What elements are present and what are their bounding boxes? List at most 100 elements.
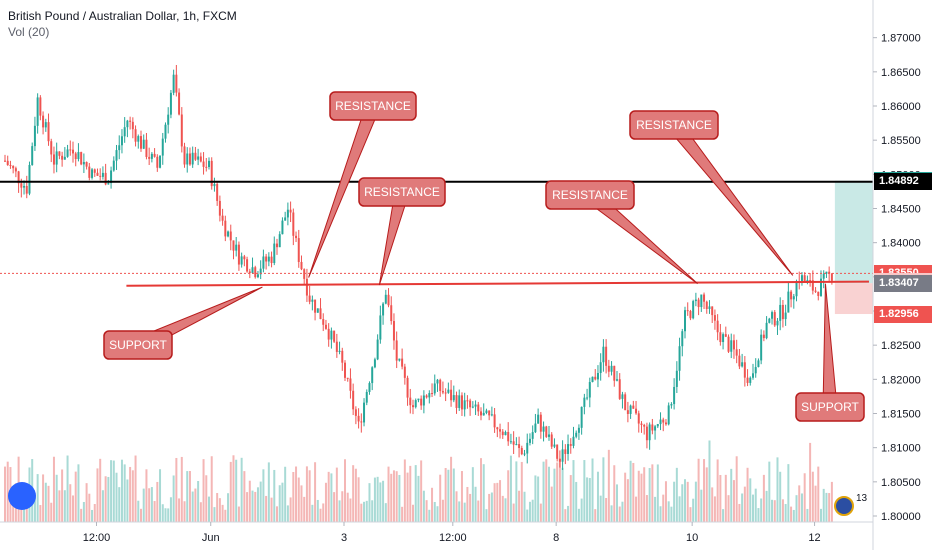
volume-bar xyxy=(373,477,376,522)
volume-bar xyxy=(341,491,344,522)
volume-bar xyxy=(417,475,420,522)
volume-bar xyxy=(262,469,265,522)
candle-body xyxy=(790,291,793,300)
candle-body xyxy=(675,370,678,387)
candle-body xyxy=(327,328,330,340)
candle-body xyxy=(297,238,300,262)
volume-bar xyxy=(110,460,113,522)
volume-bar xyxy=(91,509,94,522)
volume-bar xyxy=(314,462,317,522)
annotation-pointer xyxy=(667,119,794,276)
candle-body xyxy=(93,169,96,173)
volume-bar xyxy=(610,505,613,522)
volume-bar xyxy=(363,501,366,522)
candle-body xyxy=(629,405,632,414)
annotation-callout[interactable]: SUPPORT xyxy=(103,286,263,360)
volume-bar xyxy=(490,492,493,522)
volume-bar xyxy=(284,466,287,522)
volume-bar xyxy=(735,456,738,522)
candle-body xyxy=(809,280,812,282)
volume-bar xyxy=(651,464,654,522)
candle-body xyxy=(52,154,55,165)
candle-body xyxy=(422,395,425,406)
candle-body xyxy=(289,209,292,213)
annotation-label: RESISTANCE xyxy=(636,118,712,132)
candle-body xyxy=(455,395,458,408)
volume-bar xyxy=(431,487,434,522)
symbol-title[interactable]: British Pound / Australian Dollar, 1h, F… xyxy=(8,9,237,23)
candle-body xyxy=(738,355,741,367)
candle-body xyxy=(762,334,765,339)
annotation-callout[interactable]: RESISTANCE xyxy=(629,110,794,276)
annotation-label: RESISTANCE xyxy=(364,185,440,199)
candle-body xyxy=(403,366,406,378)
volume-bar xyxy=(382,480,385,522)
volume-bar xyxy=(240,457,243,522)
candle-body xyxy=(705,301,708,309)
candle-body xyxy=(254,267,257,278)
candle-body xyxy=(77,152,80,160)
candle-body xyxy=(371,367,374,384)
candle-body xyxy=(265,256,268,262)
volume-bar xyxy=(205,475,208,522)
volume-bar xyxy=(607,449,610,522)
trend-line[interactable] xyxy=(126,280,869,287)
volume-bar xyxy=(534,475,537,522)
annotation-callouts[interactable]: RESISTANCE RESISTANCE RESISTANCE RESISTANCE… xyxy=(103,91,865,422)
time-axis[interactable]: 12:00 Jun 3 12:00 8 10 12 xyxy=(0,521,873,544)
candle-body xyxy=(428,393,431,398)
volume-bar xyxy=(142,488,145,522)
candle-body xyxy=(286,209,289,218)
candle-body xyxy=(583,397,586,407)
candle-body xyxy=(142,139,145,149)
volume-bar xyxy=(137,500,140,522)
flag-badge-icon[interactable] xyxy=(834,496,854,516)
candle-body xyxy=(341,350,344,363)
volume-bar xyxy=(746,467,749,522)
volume-bar xyxy=(795,495,798,522)
candle-body xyxy=(800,275,803,283)
candle-body xyxy=(463,400,466,410)
candle-body xyxy=(637,413,640,424)
candle-body xyxy=(107,183,110,185)
annotation-callout[interactable]: RESISTANCE xyxy=(308,91,417,278)
annotation-callout[interactable]: SUPPORT xyxy=(795,283,865,422)
volume-bar xyxy=(330,473,333,522)
candle-body xyxy=(545,426,548,437)
volume-bar xyxy=(61,469,64,522)
volume-bar xyxy=(749,478,752,522)
volume-bar xyxy=(376,476,379,522)
candle-body xyxy=(267,256,270,262)
volume-bar xyxy=(357,477,360,522)
candle-body xyxy=(515,444,518,446)
volume-bar xyxy=(616,484,618,522)
candle-body xyxy=(259,268,262,275)
stop-zone[interactable] xyxy=(834,283,873,315)
annotation-callout[interactable]: RESISTANCE xyxy=(358,177,446,286)
candle-body xyxy=(694,299,697,302)
candle-body xyxy=(575,432,578,437)
volume-bar xyxy=(433,501,436,522)
volume-bar xyxy=(820,508,822,522)
volume-bar xyxy=(762,474,765,522)
annotation-callout[interactable]: RESISTANCE xyxy=(545,180,698,285)
tradingview-logo-icon[interactable] xyxy=(8,482,36,510)
candle-body xyxy=(33,125,36,147)
volume-bar xyxy=(705,467,708,522)
volume-bar xyxy=(360,503,363,522)
volume-bar xyxy=(131,470,134,522)
volume-bar xyxy=(319,508,322,522)
price-tick-label: 1.81500 xyxy=(881,409,921,421)
volume-bar xyxy=(436,506,439,522)
candle-body xyxy=(379,315,382,340)
candle-body xyxy=(246,259,249,272)
volume-bar xyxy=(575,481,578,522)
volume-bar xyxy=(694,481,697,522)
annotation-box xyxy=(329,91,417,121)
volume-bar xyxy=(765,490,768,522)
target-zone[interactable] xyxy=(834,180,873,284)
volume-indicator-label[interactable]: Vol (20) xyxy=(8,25,50,39)
volume-bar xyxy=(670,506,673,522)
candle-body xyxy=(607,365,610,372)
